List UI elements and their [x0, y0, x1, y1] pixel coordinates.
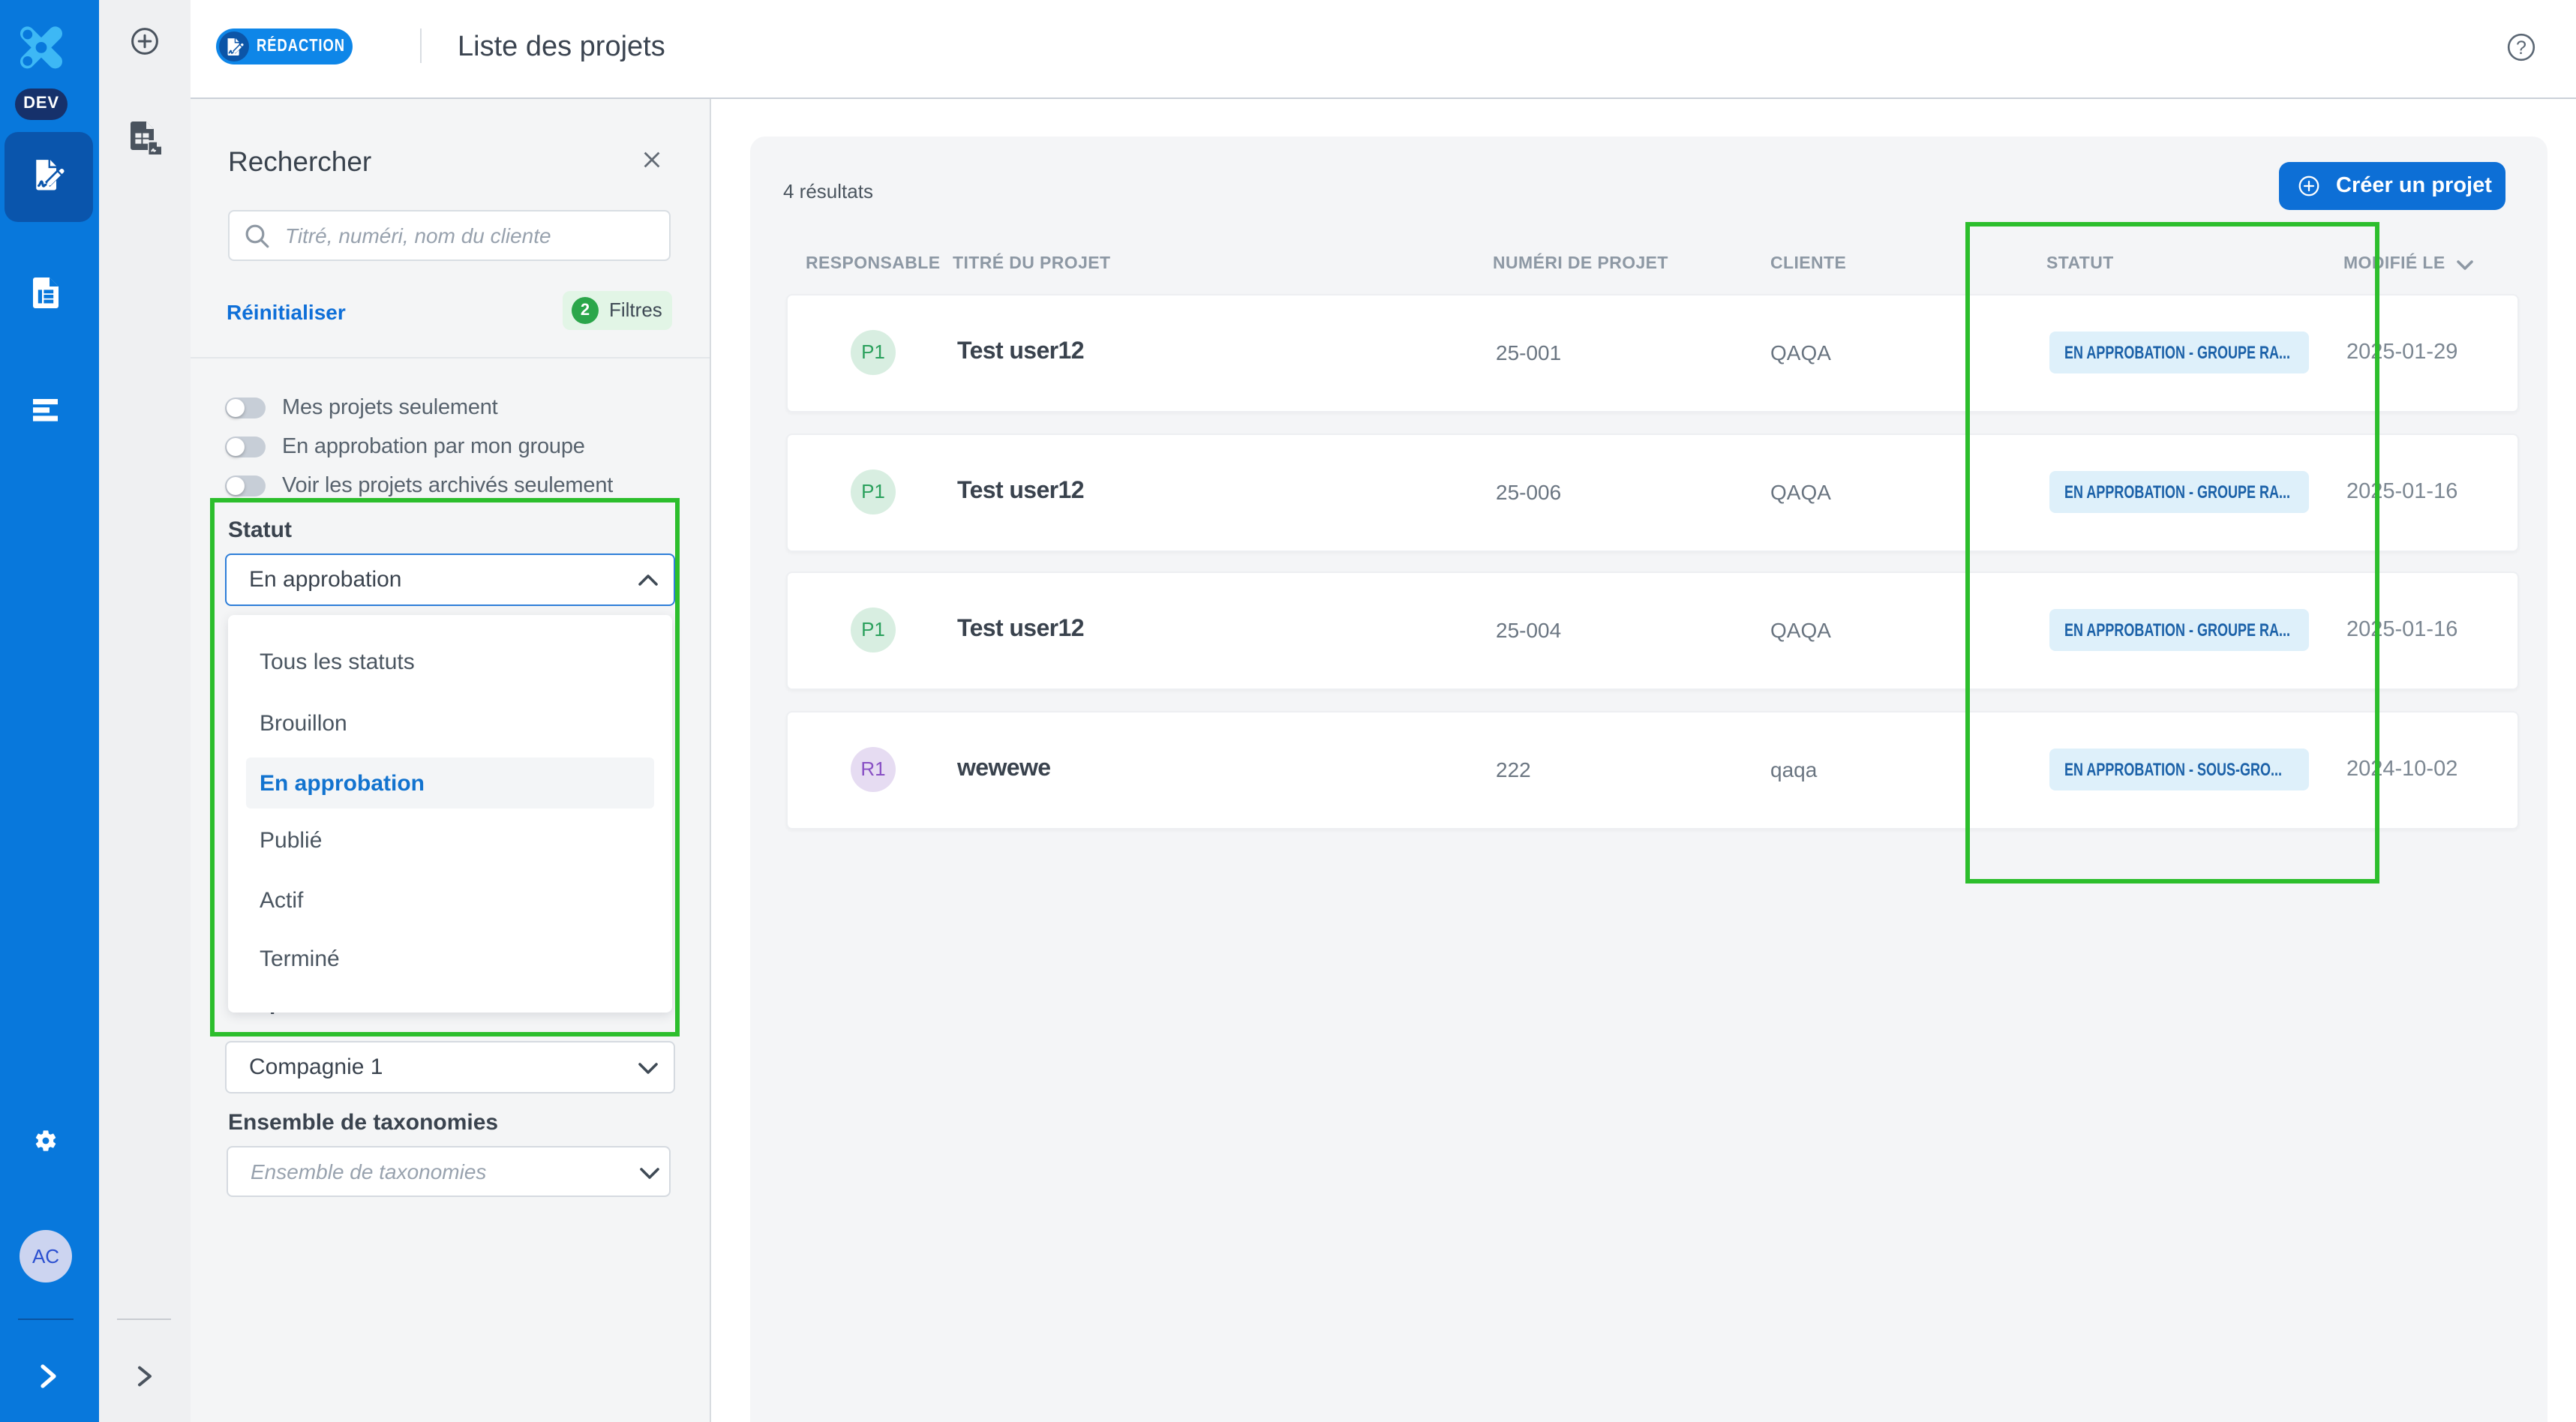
svg-text:?: ?	[2516, 38, 2526, 58]
